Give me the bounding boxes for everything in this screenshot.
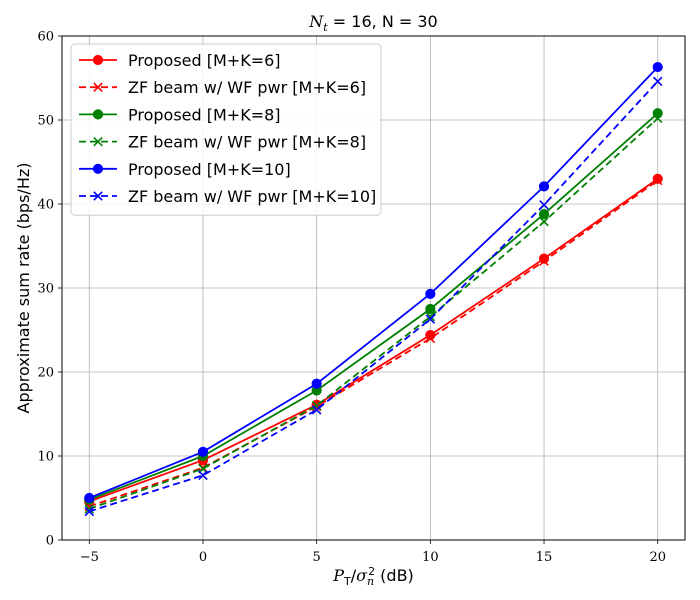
legend: Proposed [M+K=6] ZF beam w/ WF pwr [M+K=6…	[70, 43, 382, 216]
legend-label: Proposed [M+K=10]	[128, 160, 291, 179]
marker-x-stroke	[539, 200, 549, 210]
x-tick-label: 15	[536, 550, 553, 565]
data-point	[652, 175, 663, 186]
data-point	[311, 378, 322, 389]
data-point	[652, 108, 663, 119]
data-point	[197, 446, 209, 457]
marker-x-stroke	[425, 314, 436, 324]
series-line	[88, 179, 659, 508]
legend-item: ZF beam w/ WF pwr [M+K=10]	[79, 187, 376, 206]
y-tick-label: 10	[37, 450, 54, 465]
x-tick-label: −5	[80, 550, 99, 565]
data-point	[539, 200, 549, 210]
data-point	[538, 181, 550, 192]
legend-label: Proposed [M+K=8]	[128, 105, 281, 124]
x-tick-label: 5	[313, 550, 321, 565]
legend-marker	[92, 109, 104, 120]
marker-x-stroke	[198, 470, 208, 481]
axis-ticks: −5 0 5 10 15 20 0 10 20 30 40 50 60	[37, 30, 666, 566]
series-4	[84, 113, 663, 514]
series-layer	[84, 61, 663, 517]
marker-x-stroke	[93, 191, 103, 201]
marker-x-stroke	[311, 405, 322, 415]
series-line	[88, 117, 659, 510]
legend-label: ZF beam w/ WF pwr [M+K=10]	[128, 187, 376, 206]
data-point	[652, 113, 663, 124]
marker-x-stroke	[93, 136, 103, 147]
series-line	[89, 80, 659, 513]
x-axis-title: PT/σn2 (dB)	[332, 565, 414, 588]
marker-x-stroke	[539, 216, 549, 227]
marker-x-stroke	[652, 175, 663, 186]
legend-item: ZF beam w/ WF pwr [M+K=8]	[79, 133, 366, 152]
legend-item: ZF beam w/ WF pwr [M+K=6]	[79, 78, 366, 97]
marker-x-stroke	[425, 333, 436, 344]
data-point	[652, 173, 663, 184]
series-2	[84, 175, 663, 512]
y-tick-label: 40	[37, 198, 54, 213]
data-point	[538, 253, 550, 264]
legend-item: Proposed [M+K=8]	[79, 105, 281, 124]
legend-label: ZF beam w/ WF pwr [M+K=8]	[128, 133, 366, 152]
data-point	[425, 314, 436, 324]
data-point	[425, 303, 436, 315]
y-tick-label: 0	[46, 534, 54, 549]
data-point	[425, 311, 436, 322]
y-tick-label: 60	[37, 30, 54, 45]
legend-marker	[92, 54, 104, 66]
x-tick-label: 10	[422, 550, 439, 565]
marker-x-stroke	[425, 311, 436, 322]
x-tick-label: 20	[649, 550, 666, 565]
legend-item: Proposed [M+K=10]	[79, 160, 291, 179]
data-point	[539, 256, 549, 266]
marker-x-stroke	[93, 82, 103, 92]
y-tick-label: 50	[37, 114, 54, 129]
legend-box	[70, 43, 382, 216]
chart-title: Nt = 16, N = 30	[308, 12, 437, 34]
marker-x-stroke	[84, 506, 95, 517]
x-tick-label: 0	[199, 550, 207, 565]
legend-marker	[93, 191, 103, 201]
legend-label: ZF beam w/ WF pwr [M+K=6]	[128, 78, 366, 97]
y-tick-label: 30	[37, 282, 54, 297]
y-axis-title: Approximate sum rate (bps/Hz)	[14, 163, 33, 414]
data-point	[84, 504, 95, 514]
data-point	[311, 405, 322, 415]
legend-marker	[93, 136, 103, 147]
y-tick-label: 20	[37, 366, 54, 381]
legend-marker	[92, 163, 104, 174]
data-point	[425, 333, 436, 344]
data-point	[652, 76, 663, 87]
marker-x-stroke	[311, 400, 322, 411]
data-point	[425, 288, 436, 299]
series-5	[84, 61, 663, 504]
legend-item: Proposed [M+K=6]	[79, 51, 281, 70]
marker-x-stroke	[539, 256, 549, 266]
data-point	[652, 61, 663, 73]
data-point	[84, 492, 95, 504]
data-point	[538, 208, 550, 220]
marker-x-stroke	[652, 113, 663, 124]
legend-marker	[93, 82, 103, 92]
series-line	[88, 178, 659, 503]
data-point	[84, 506, 95, 517]
legend-label: Proposed [M+K=6]	[128, 51, 281, 70]
series-line	[88, 112, 659, 501]
data-point	[198, 470, 208, 481]
marker-x-stroke	[652, 76, 663, 87]
series-line	[88, 66, 659, 499]
series-6	[84, 76, 663, 517]
marker-x-stroke	[84, 504, 95, 514]
data-point	[539, 216, 549, 227]
